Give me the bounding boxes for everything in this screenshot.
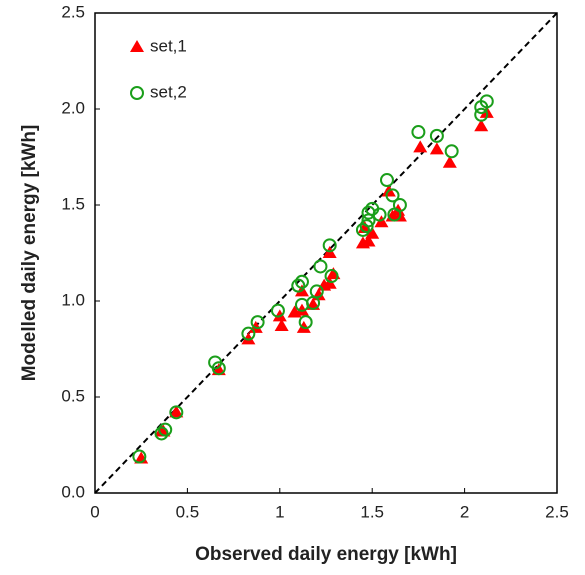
y-tick-label: 1.5	[61, 194, 85, 213]
point	[379, 173, 394, 188]
point	[474, 107, 489, 122]
point	[154, 426, 169, 441]
x-tick-label: 2.5	[545, 502, 569, 521]
point	[313, 259, 328, 274]
x-tick-label: 0.5	[176, 502, 200, 521]
y-tick-label: 0.0	[61, 482, 85, 501]
point	[444, 144, 459, 159]
point	[385, 188, 400, 203]
plot-frame	[94, 12, 558, 494]
legend-label: set,2	[150, 82, 187, 101]
point	[322, 238, 337, 253]
x-tick-label: 1.5	[360, 502, 384, 521]
point	[241, 326, 256, 341]
x-tick-label: 2	[460, 502, 469, 521]
point	[411, 125, 426, 140]
y-tick-label: 2.0	[61, 98, 85, 117]
point	[361, 234, 376, 247]
point	[413, 140, 428, 153]
point	[359, 219, 374, 234]
point	[298, 315, 313, 330]
x-tick-label: 0	[90, 502, 99, 521]
x-tick-label: 1	[275, 502, 284, 521]
point	[158, 422, 173, 437]
point	[429, 142, 444, 155]
point	[274, 318, 289, 331]
point	[211, 361, 226, 376]
y-tick-label: 2.5	[61, 2, 85, 21]
point	[324, 269, 339, 284]
point	[429, 128, 444, 143]
legend-marker	[130, 40, 144, 52]
y-axis-label: Modelled daily energy [kWh]	[19, 125, 40, 382]
point	[294, 274, 309, 289]
point	[479, 94, 494, 109]
point	[309, 284, 324, 299]
point	[442, 155, 457, 168]
y-tick-label: 0.5	[61, 386, 85, 405]
x-axis-label: Observed daily energy [kWh]	[195, 544, 457, 565]
point	[241, 332, 256, 345]
point	[270, 303, 285, 318]
legend-marker	[130, 86, 144, 100]
point	[291, 278, 306, 293]
point	[250, 315, 265, 330]
y-tick-label: 1.0	[61, 290, 85, 309]
point	[372, 207, 387, 222]
point	[365, 226, 380, 239]
point	[474, 119, 489, 132]
point	[294, 303, 309, 316]
point	[392, 198, 407, 212]
point	[169, 405, 184, 418]
point	[169, 405, 184, 420]
legend-label: set,1	[150, 36, 187, 55]
point	[355, 222, 370, 237]
point	[132, 449, 147, 464]
